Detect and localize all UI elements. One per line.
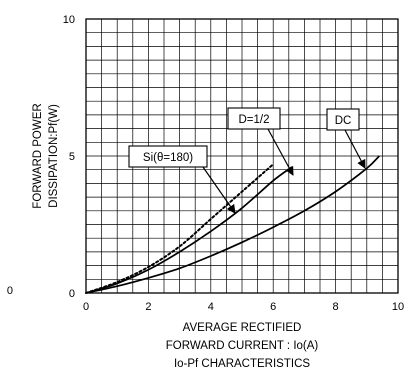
annotation-dc-arrow <box>344 129 366 169</box>
annotation-dc-label: DC <box>335 115 352 127</box>
tick-labels: 0 2 4 6 8 10 0 5 10 0 <box>7 14 404 313</box>
y-tick-label: 5 <box>69 151 75 163</box>
x-tick-label: 2 <box>145 301 151 313</box>
annotation-dc-box <box>326 108 360 131</box>
annotations-group: Si(θ=180) D=1/2 DC <box>128 107 366 214</box>
annotation-d-half-arrow <box>267 128 294 176</box>
plot-frame <box>85 18 399 294</box>
series-line-si <box>85 163 275 294</box>
chart-title: Io-Pf CHARACTERISTICS <box>174 358 310 370</box>
annotation-si-arrow <box>202 166 236 214</box>
x-tick-label: 4 <box>208 301 214 313</box>
x-tick-label: 0 <box>83 301 89 313</box>
stray-zero-label: 0 <box>7 285 13 297</box>
y-tick-label: 10 <box>63 14 75 26</box>
axis-labels: AVERAGE RECTIFIED FORWARD CURRENT : Io(A)… <box>32 103 318 370</box>
series-line-d-half <box>85 166 293 294</box>
series-line-dc <box>85 155 380 294</box>
x-axis-label: AVERAGE RECTIFIED <box>183 322 302 334</box>
x-tick-label: 10 <box>392 301 404 313</box>
annotation-si-label: Si(θ=180) <box>143 152 193 164</box>
x-axis-label: FORWARD CURRENT : Io(A) <box>166 340 319 352</box>
annotation-d-half-box <box>227 107 281 130</box>
y-axis-label: FORWARD POWER <box>32 103 44 208</box>
annotation-d-half-label: D=1/2 <box>238 114 269 126</box>
series-group <box>85 155 380 294</box>
annotation-si-box <box>128 145 208 168</box>
y-tick-label: 0 <box>69 288 75 300</box>
x-tick-label: 6 <box>270 301 276 313</box>
x-tick-label: 8 <box>333 301 339 313</box>
y-axis-label: DISSIPATION:Pf(W) <box>48 104 60 208</box>
